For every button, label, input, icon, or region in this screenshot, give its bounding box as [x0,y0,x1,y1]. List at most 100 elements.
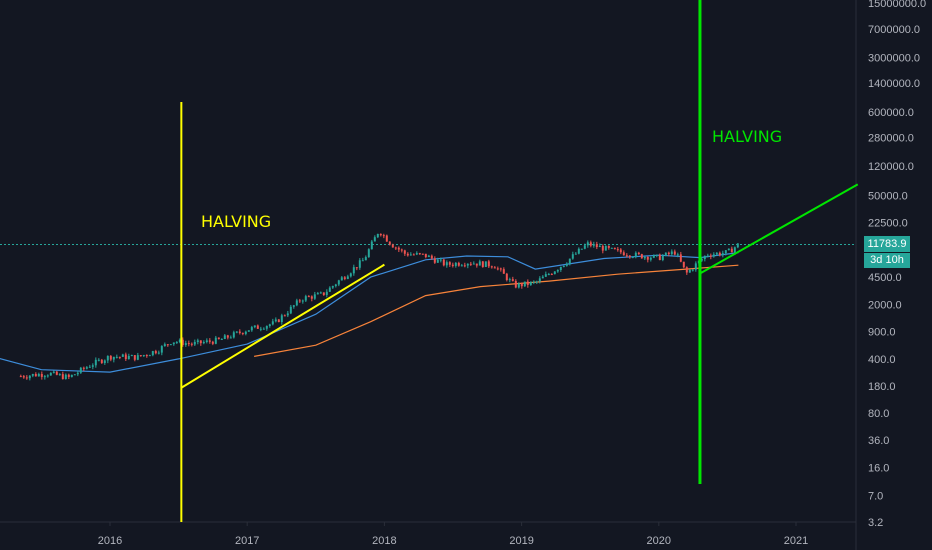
candle-body [652,254,655,258]
candle-body [343,277,346,279]
candle-body [709,255,712,257]
x-tick-label: 2017 [235,535,259,547]
trendline[interactable] [180,263,385,389]
candle-body [526,281,529,285]
candle-body [64,374,67,380]
candle-body [133,355,136,360]
candle-body [607,245,610,248]
candle-body [574,253,577,255]
candle-body [355,267,358,269]
candle-body [106,355,109,361]
candle-body [688,269,691,273]
trendline[interactable] [699,183,859,275]
candle-body [373,237,376,242]
candle-body [454,262,457,266]
candle-body [427,255,430,258]
candle-body [82,367,85,369]
candle-body [112,356,115,360]
y-tick-label: 36.0 [868,435,889,447]
candle-body [76,372,79,375]
candle-body [436,259,439,263]
candle-body [670,251,673,255]
candle-body [610,247,613,249]
y-tick-label: 1400000.0 [868,78,920,90]
y-tick-label: 22500.0 [868,218,908,230]
candle-body [676,254,679,256]
candle-body [418,253,421,255]
candle-body [478,261,481,266]
candle-body [400,249,403,251]
candle-body [673,251,676,255]
candle-body [232,332,235,338]
candle-body [694,263,697,270]
candle-body [253,325,256,328]
candle-body [667,252,670,255]
candle-body [40,373,43,377]
candle-body [211,341,214,344]
candle-body [118,356,121,358]
candle-body [532,281,535,283]
candle-body [289,306,292,314]
candle-body [43,376,46,378]
candle-body [172,342,175,345]
halving-lines[interactable] [180,0,702,522]
y-tick-label: 7000000.0 [868,24,920,36]
candle-body [559,266,562,271]
candle-body [493,267,496,269]
y-axis[interactable]: 15000000.0 7000000.0 3000000.0 1400000.0 600… [868,0,926,529]
candle-body [49,372,52,376]
candle-body [382,235,385,237]
candle-body [592,244,595,246]
candle-body [604,245,607,251]
x-tick-label: 2021 [784,535,808,547]
moving-average-long [253,264,739,357]
x-axis[interactable]: 2016 2017 2018 2019 2020 2021 [98,522,808,547]
y-tick-label: 280000.0 [868,133,914,145]
candle-body [706,255,709,257]
candle-body [22,376,25,378]
candle-body [316,293,319,295]
candle-body [241,332,244,334]
candle-body [190,343,193,345]
candle-body [448,262,451,265]
candle-body [625,255,628,257]
y-tick-label: 15000000.0 [868,0,926,10]
candle-body [634,252,637,257]
candle-body [169,344,172,346]
candle-body [322,292,325,295]
candle-body [331,286,334,288]
candle-body [103,360,106,363]
candle-body [712,254,715,257]
candle-body [271,321,274,325]
candle-body [337,280,340,285]
y-tick-label: 4500.0 [868,272,902,284]
candle-body [547,274,550,276]
candle-body [175,342,178,344]
y-tick-label: 600000.0 [868,107,914,119]
halving-label-1[interactable]: HALVING [201,212,271,231]
candle-body [34,373,37,377]
candle-body [475,263,478,266]
candle-body [715,252,718,255]
y-tick-label: 7.0 [868,491,883,503]
candle-body [406,253,409,256]
candle-body [349,273,352,277]
y-tick-label: 120000.0 [868,161,914,173]
candle-body [613,247,616,250]
candle-body [529,281,532,285]
candle-body [721,253,724,256]
candle-body [505,273,508,281]
candle-body [142,355,145,357]
candle-body [628,255,631,258]
candle-body [571,254,574,259]
candle-body [259,328,262,330]
candle-body [226,335,229,338]
trendlines[interactable] [180,183,859,389]
candle-body [340,277,343,281]
candle-body [364,257,367,261]
candle-body [220,339,223,341]
halving-label-2[interactable]: HALVING [712,127,782,146]
candle-body [250,327,253,331]
